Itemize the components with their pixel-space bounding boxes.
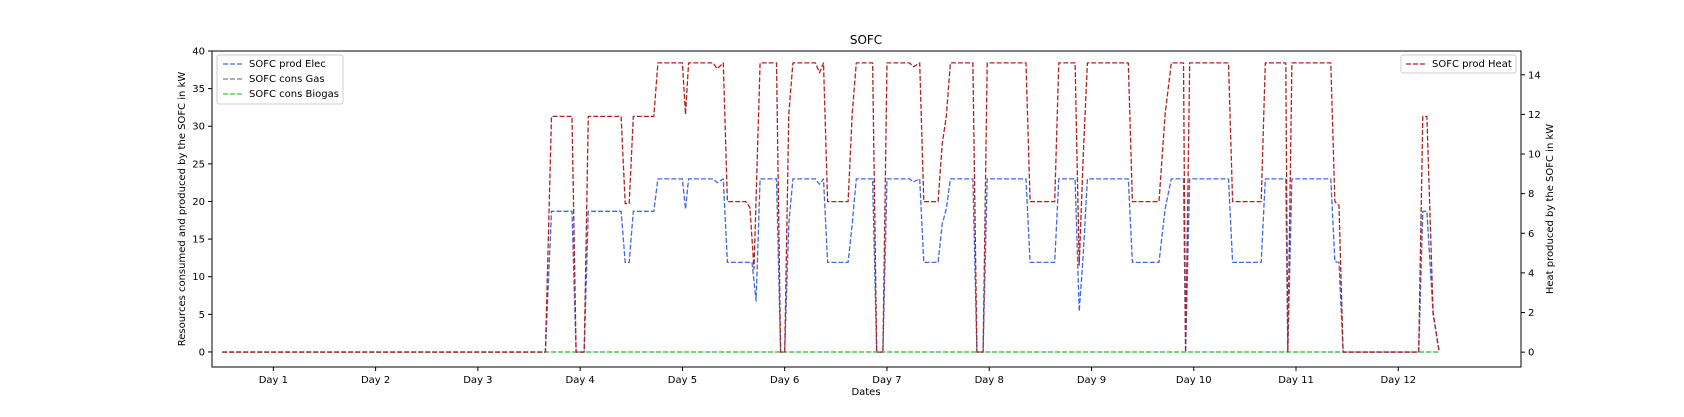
left-y-tick-label: 5 xyxy=(199,310,205,321)
left-y-tick-label: 10 xyxy=(192,272,205,283)
right-y-tick-label: 4 xyxy=(1528,268,1534,279)
legend-label-sofc-cons-gas: SOFC cons Gas xyxy=(249,74,325,85)
chart-title: SOFC xyxy=(850,33,882,47)
legend-label-sofc-prod-heat: SOFC prod Heat xyxy=(1432,59,1512,70)
left-y-tick-label: 25 xyxy=(192,159,205,170)
x-tick-label: Day 2 xyxy=(361,375,390,386)
right-y-tick-label: 8 xyxy=(1528,189,1534,200)
plot-frame xyxy=(211,50,1522,368)
left-y-tick-label: 0 xyxy=(199,347,205,358)
left-y-tick-label: 20 xyxy=(192,197,205,208)
series-layer xyxy=(222,62,1440,353)
x-tick-label: Day 1 xyxy=(259,375,288,386)
right-y-tick-label: 0 xyxy=(1528,348,1534,359)
x-tick-label: Day 9 xyxy=(1077,375,1106,386)
legend-left: SOFC prod Elec SOFC cons Gas SOFC cons B… xyxy=(216,54,344,105)
legend-left-frame xyxy=(216,54,344,105)
x-tick-label: Day 7 xyxy=(872,375,901,386)
x-axis-ticks: Day 1 Day 2 Day 3 Day 4 Day 5 Day 6 Day 7 Day 8… xyxy=(259,367,1416,386)
left-y-tick-label: 30 xyxy=(192,122,205,133)
right-y-tick-label: 6 xyxy=(1528,229,1534,240)
x-tick-label: Day 8 xyxy=(975,375,1004,386)
left-y-axis-ticks: 0 5 10 15 20 25 30 35 40 xyxy=(192,47,212,358)
left-y-tick-label: 15 xyxy=(192,235,205,246)
right-y-tick-label: 14 xyxy=(1528,70,1541,81)
x-tick-label: Day 10 xyxy=(1176,375,1212,386)
series-line-sofc-prod-elec xyxy=(222,178,1440,353)
x-tick-label: Day 6 xyxy=(770,375,799,386)
x-tick-label: Day 5 xyxy=(668,375,697,386)
series-line-sofc-prod-heat xyxy=(222,62,1440,353)
left-y-axis-label: Resources consumed and produced by the S… xyxy=(177,72,188,347)
left-y-tick-label: 40 xyxy=(192,47,205,58)
right-y-tick-label: 12 xyxy=(1528,110,1541,121)
right-y-tick-label: 2 xyxy=(1528,308,1534,319)
x-tick-label: Day 12 xyxy=(1380,375,1416,386)
legend-right: SOFC prod Heat xyxy=(1400,54,1517,74)
x-tick-label: Day 4 xyxy=(566,375,595,386)
right-y-axis-label: Heat produced by the SOFC in kW xyxy=(1545,124,1556,294)
legend-right-frame xyxy=(1400,54,1517,74)
right-y-axis-ticks: 0 2 4 6 8 10 12 14 xyxy=(1521,70,1541,359)
right-y-tick-label: 10 xyxy=(1528,150,1541,161)
x-tick-label: Day 3 xyxy=(463,375,492,386)
x-axis-label: Dates xyxy=(851,387,880,398)
legend-label-sofc-cons-biogas: SOFC cons Biogas xyxy=(249,89,339,100)
left-y-tick-label: 35 xyxy=(192,84,205,95)
x-tick-label: Day 11 xyxy=(1278,375,1314,386)
legend-label-sofc-prod-elec: SOFC prod Elec xyxy=(249,59,326,70)
